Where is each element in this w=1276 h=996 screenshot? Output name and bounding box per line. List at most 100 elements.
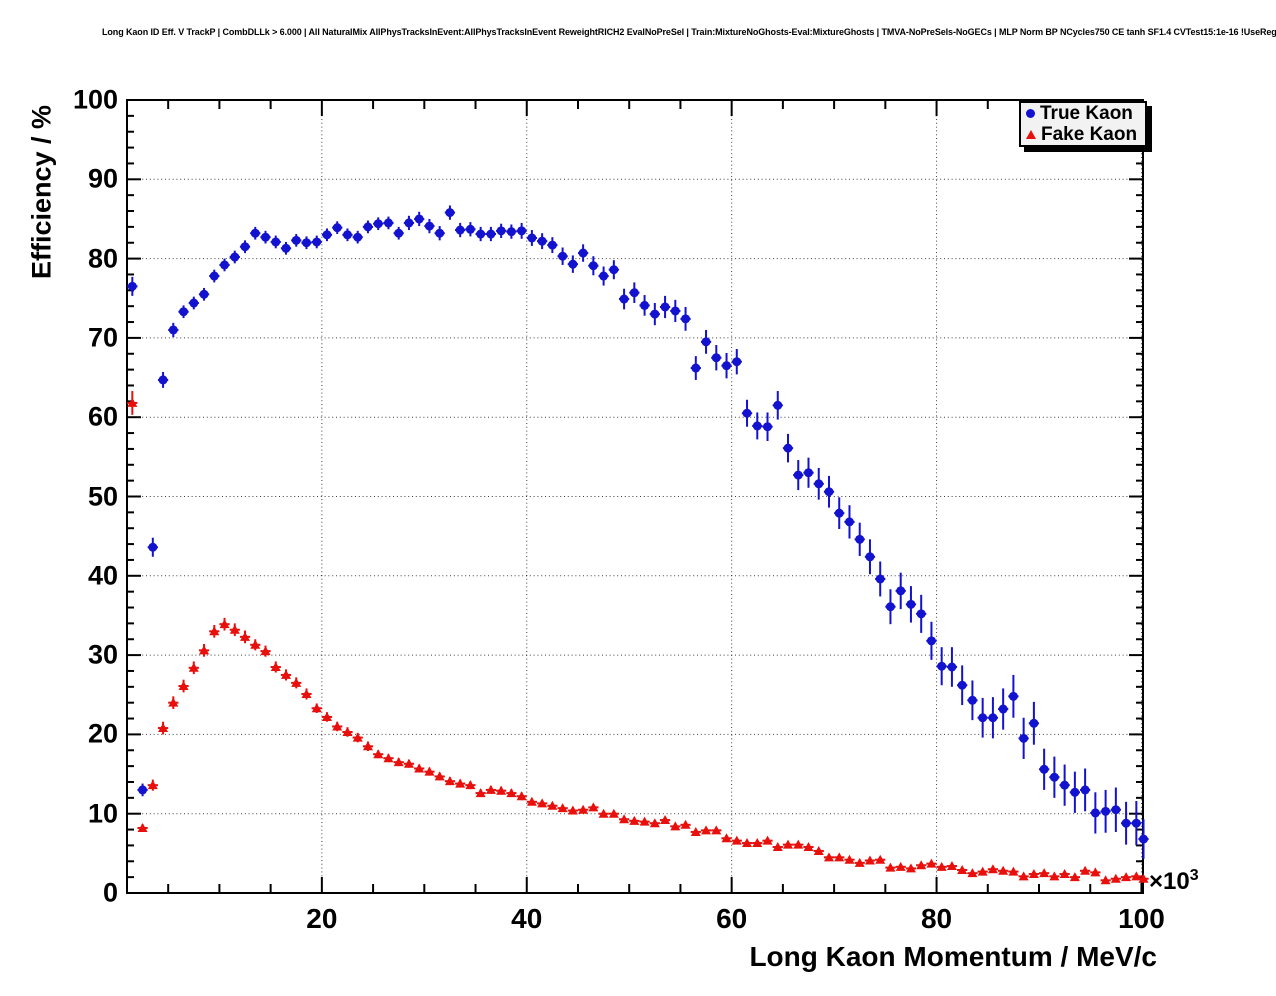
- data-point-circle: [885, 602, 895, 612]
- data-point-circle: [1039, 764, 1049, 774]
- data-point-circle: [404, 218, 414, 228]
- data-point-triangle: [1018, 871, 1029, 881]
- data-point-circle: [148, 542, 158, 552]
- data-point-circle: [250, 228, 260, 238]
- data-point-triangle: [1028, 868, 1039, 878]
- data-point-circle: [783, 443, 793, 453]
- data-point-triangle: [168, 697, 179, 707]
- legend-entry-fake-kaon: Fake Kaon: [1021, 124, 1145, 145]
- data-point-triangle: [526, 796, 537, 806]
- data-point-circle: [640, 300, 650, 310]
- data-point-circle: [834, 508, 844, 518]
- data-point-circle: [752, 421, 762, 431]
- y-tick-label: 30: [87, 639, 118, 670]
- data-point-circle: [486, 229, 496, 239]
- data-point-triangle: [1100, 875, 1111, 885]
- data-point-triangle: [926, 858, 937, 868]
- data-point-circle: [1090, 808, 1100, 818]
- data-point-triangle: [823, 852, 834, 862]
- data-point-triangle: [537, 798, 548, 808]
- data-point-triangle: [178, 681, 189, 691]
- data-point-circle: [1070, 787, 1080, 797]
- data-point-circle: [824, 487, 834, 497]
- data-point-circle: [957, 680, 967, 690]
- data-point-triangle: [496, 785, 507, 795]
- data-point-triangle: [957, 865, 968, 875]
- y-tick-label: 0: [102, 877, 118, 908]
- data-point-circle: [875, 574, 885, 584]
- data-point-circle: [127, 281, 137, 291]
- data-point-circle: [701, 337, 711, 347]
- data-point-circle: [978, 713, 988, 723]
- data-point-circle: [537, 236, 547, 246]
- data-point-triangle: [864, 855, 875, 865]
- data-point-circle: [506, 227, 516, 237]
- data-point-triangle: [721, 833, 732, 843]
- data-point-circle: [332, 223, 342, 233]
- data-point-circle: [947, 662, 957, 672]
- data-point-circle: [455, 225, 465, 235]
- plot-title: Long Kaon ID Eff. V TrackP | CombDLLk > …: [102, 27, 1276, 37]
- data-point-triangle: [516, 791, 527, 801]
- data-point-circle: [1080, 785, 1090, 795]
- data-point-circle: [711, 353, 721, 363]
- data-point-circle: [1019, 733, 1029, 743]
- y-tick-label: 20: [87, 718, 118, 749]
- data-point-circle: [1139, 834, 1149, 844]
- data-point-circle: [291, 235, 301, 245]
- data-point-circle: [742, 408, 752, 418]
- data-point-triangle: [1069, 872, 1080, 882]
- plot-background: [127, 100, 1143, 893]
- y-tick-label: 40: [87, 560, 118, 591]
- data-point-triangle: [362, 741, 373, 751]
- y-tick-label: 50: [87, 481, 118, 511]
- data-point-circle: [527, 233, 537, 243]
- data-point-circle: [373, 219, 383, 229]
- data-point-circle: [1008, 691, 1018, 701]
- data-point-circle: [322, 230, 332, 240]
- data-point-triangle: [383, 753, 394, 763]
- data-point-circle: [353, 232, 363, 242]
- data-point-circle: [261, 232, 271, 242]
- data-point-triangle: [434, 771, 445, 781]
- data-point-triangle: [424, 766, 435, 776]
- data-point-triangle: [742, 838, 753, 848]
- data-point-triangle: [998, 865, 1009, 875]
- data-point-circle: [1121, 818, 1131, 828]
- data-point-triangle: [813, 845, 824, 855]
- data-point-circle: [568, 259, 578, 269]
- data-point-circle: [844, 517, 854, 527]
- data-point-circle: [1029, 718, 1039, 728]
- data-point-circle: [281, 243, 291, 253]
- data-point-circle: [168, 325, 178, 335]
- legend-entry-true-kaon: True Kaon: [1021, 103, 1145, 124]
- y-tick-label: 100: [72, 84, 118, 115]
- data-point-circle: [414, 214, 424, 224]
- data-point-circle: [578, 248, 588, 258]
- data-point-circle: [220, 260, 230, 270]
- legend: True Kaon Fake Kaon: [1019, 101, 1147, 147]
- data-point-circle: [773, 400, 783, 410]
- data-point-triangle: [916, 860, 927, 870]
- data-point-triangle: [506, 788, 517, 798]
- data-point-triangle: [1039, 868, 1050, 878]
- data-point-circle: [476, 229, 486, 239]
- data-point-circle: [179, 307, 189, 317]
- y-tick-label: 60: [87, 401, 118, 432]
- legend-label: True Kaon: [1040, 103, 1133, 124]
- data-point-circle: [732, 357, 742, 367]
- data-point-triangle: [629, 815, 640, 825]
- data-point-circle: [629, 288, 639, 298]
- data-point-triangle: [321, 711, 332, 721]
- data-point-triangle: [547, 800, 558, 810]
- data-point-circle: [650, 309, 660, 319]
- data-point-triangle: [690, 826, 701, 836]
- data-point-triangle: [793, 839, 804, 849]
- data-point-triangle: [147, 780, 158, 790]
- data-point-triangle: [578, 804, 589, 814]
- data-point-triangle: [567, 805, 578, 815]
- data-point-triangle: [608, 808, 619, 818]
- data-point-triangle: [485, 784, 496, 794]
- data-point-triangle: [588, 802, 599, 812]
- data-point-triangle: [905, 863, 916, 873]
